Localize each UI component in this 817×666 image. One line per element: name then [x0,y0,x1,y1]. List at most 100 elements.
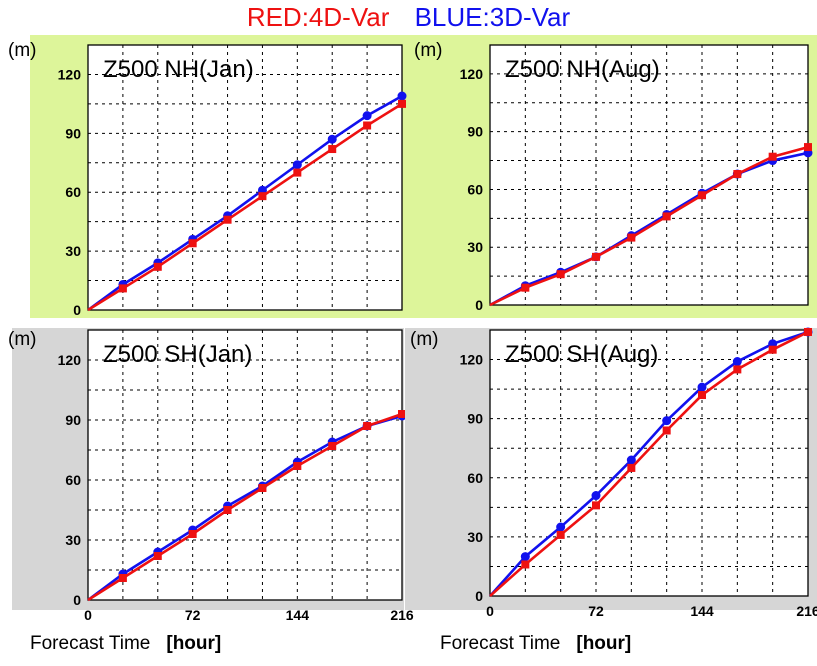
panel-nh-jan-point-red [188,239,197,248]
panel-sh-jan-ytick-label: 0 [73,592,81,608]
panel-nh-aug-point-red [698,191,706,200]
panel-nh-jan-point-red [398,99,406,108]
panel-nh-aug-ytick-label: 0 [475,297,483,313]
panel-nh-aug-point-red [627,233,636,242]
panel-sh-jan-xtick-label: 0 [84,607,92,623]
panel-sh-aug-point-red [521,560,530,569]
x-axis-title-right: Forecast Time [440,633,561,654]
panel-sh-aug-xtick-label: 0 [486,603,494,619]
panel-sh-aug-series-line-blue [489,330,809,597]
panel-nh-aug-point-red [804,143,812,152]
panel-nh-aug-point-red [768,152,777,161]
x-axis-title-left: Forecast Time [30,633,151,654]
panel-nh-jan-ytick-label: 0 [73,302,81,318]
x-axis-unit-left: [hour] [166,633,222,654]
panel-sh-aug-title: Z500 SH(Aug) [505,341,658,368]
x-axis-label-right: Forecast Time [hour] [440,633,631,655]
panel-sh-jan-series-line-red [87,412,403,602]
panel-sh-aug-plot-area [489,329,809,597]
panel-nh-aug-series-line-red [489,145,809,307]
panel-sh-jan-point-red [293,462,302,470]
panel-nh-aug-ytick-label: 90 [467,124,483,140]
panel-sh-aug-point-red [627,463,636,472]
panel-sh-jan-xtick-label: 216 [390,607,414,623]
panel-nh-jan-point-red [328,145,337,154]
panel-sh-aug-point-red [768,345,777,354]
panel-sh-aug-ytick-label: 30 [467,529,483,545]
panel-sh-jan-point-red [118,574,127,582]
panel-sh-aug-point-blue [556,522,566,532]
panel-sh-jan-plot-area [87,329,403,601]
panel-sh-jan-point-red [363,422,372,430]
panel-sh-aug-point-red [662,426,671,435]
panel-nh-jan-title: Z500 NH(Jan) [103,56,254,83]
panel-sh-aug-point-blue [626,455,636,465]
panel-nh-aug-ytick-label: 30 [467,239,483,255]
panel-nh-jan-point-red [223,215,232,224]
panel-sh-jan-point-red [398,410,406,418]
x-axis-unit-right: [hour] [576,633,632,654]
panel-nh-jan-ytick-label: 30 [65,243,81,259]
panel-sh-aug-point-red [733,365,742,374]
panel-sh-jan-ytick-label: 60 [65,472,81,488]
panel-sh-aug-point-blue [732,357,742,367]
panel-nh-jan-point-blue [362,111,372,121]
legend-red-label: RED:4D-Var [246,2,390,32]
panel-sh-aug-ytick-label: 60 [467,470,483,486]
panel-nh-aug-point-red [521,283,530,292]
panel-nh-aug-plot-area [489,44,809,306]
panel-nh-jan-point-blue [327,134,337,144]
panel-sh-aug-point-blue [591,491,601,501]
panel-sh-jan-series-line-blue [87,414,403,602]
panel-sh-aug-ytick-label: 120 [460,352,484,368]
panel-nh-jan-point-blue [397,91,407,101]
panel-sh-jan-point-red [258,484,267,492]
panel-nh-jan-ytick-label: 90 [65,125,81,141]
panel-sh-aug-point-blue [520,552,530,562]
panel-sh-aug-point-red [556,530,565,539]
panel-sh-jan-xtick-label: 144 [286,607,310,623]
panel-nh-jan-point-red [293,168,302,177]
panel-nh-jan-point-red [363,121,372,130]
panel-sh-aug-ylabel: (m) [410,329,438,350]
panel-nh-jan-ytick-label: 120 [58,66,82,82]
panel-sh-jan-point-red [328,442,337,450]
panel-nh-jan-point-red [258,192,267,201]
panel-nh-jan-point-red [118,284,127,293]
panel-nh-jan-point-red [153,262,162,271]
x-axis-label-left: Forecast Time [hour] [30,633,221,655]
panel-nh-aug-point-red [592,252,600,261]
panel-nh-aug-ytick-label: 120 [460,66,484,82]
panel-nh-jan-plot-area [87,44,403,311]
panel-sh-aug-point-blue [662,416,672,426]
panel-nh-aug-ytick-label: 60 [467,181,483,197]
panel-nh-aug-point-red [662,212,671,221]
panel-sh-aug-point-blue [697,382,707,392]
panel-sh-aug-point-red [592,501,600,510]
panel-nh-jan-point-blue [292,160,302,170]
panel-sh-jan-ylabel: (m) [8,329,36,350]
panel-sh-aug-ytick-label: 90 [467,411,483,427]
panel-sh-aug-xtick-label: 72 [588,603,604,619]
panel-sh-jan-title: Z500 SH(Jan) [103,341,252,368]
panel-nh-aug-title: Z500 NH(Aug) [505,56,660,83]
panel-sh-aug-series-line-red [489,330,809,597]
panel-sh-aug-ytick-label: 0 [475,588,483,604]
legend: RED:4D-Var BLUE:3D-Var [0,2,817,33]
panel-sh-jan-ytick-label: 30 [65,532,81,548]
panel-sh-jan-point-red [153,552,162,560]
panel-nh-aug-point-red [556,270,565,279]
panel-sh-aug-xtick-label: 144 [690,603,714,619]
legend-blue-label: BLUE:3D-Var [414,2,571,32]
panel-sh-jan-point-red [223,506,232,514]
panel-nh-jan-ytick-label: 60 [65,184,81,200]
panel-sh-aug-point-red [698,391,706,400]
panel-sh-jan-ytick-label: 120 [58,352,82,368]
panel-nh-aug-series-line-blue [489,151,809,307]
panel-sh-jan-xtick-label: 72 [185,607,201,623]
panel-nh-aug-point-red [733,170,742,179]
panel-nh-jan-ylabel: (m) [8,40,36,61]
panel-nh-jan-series-line-red [87,102,403,312]
